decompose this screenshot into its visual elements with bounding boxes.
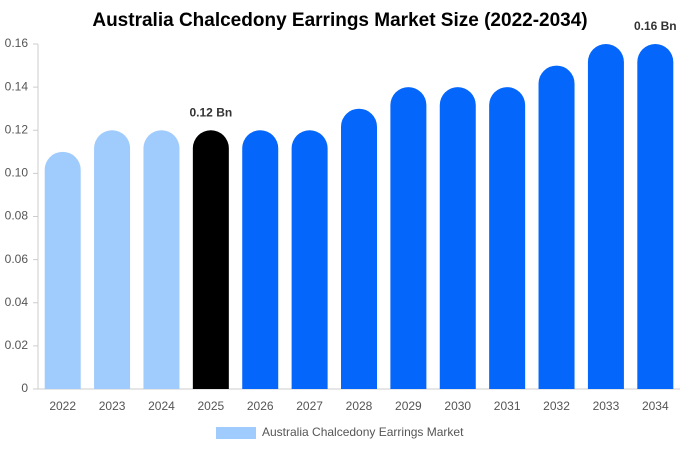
x-tick-label: 2030 <box>444 399 471 413</box>
bar <box>390 87 427 389</box>
bar <box>538 65 575 389</box>
bar <box>94 130 131 390</box>
y-tick-label: 0.04 <box>5 295 29 309</box>
y-tick-label: 0.16 <box>5 36 29 50</box>
x-tick-label: 2031 <box>494 399 521 413</box>
x-tick-label: 2024 <box>148 399 175 413</box>
bar <box>489 87 526 389</box>
x-tick-label: 2034 <box>642 399 669 413</box>
data-label: 0.12 Bn <box>190 105 233 119</box>
bar <box>439 87 476 389</box>
bar <box>192 130 229 390</box>
x-tick-label: 2032 <box>543 399 570 413</box>
x-tick-label: 2028 <box>346 399 373 413</box>
bar <box>291 130 328 390</box>
bar <box>341 108 377 389</box>
bar <box>143 130 180 390</box>
y-tick-label: 0.08 <box>5 209 29 223</box>
x-tick-label: 2026 <box>247 399 274 413</box>
chart-title: Australia Chalcedony Earrings Market Siz… <box>92 10 587 31</box>
x-tick-label: 2027 <box>296 399 323 413</box>
y-tick-label: 0.06 <box>5 252 29 266</box>
x-tick-label: 2022 <box>49 399 76 413</box>
bar <box>637 44 674 389</box>
y-tick-label: 0.12 <box>5 122 29 136</box>
x-tick-label: 2033 <box>593 399 620 413</box>
y-tick-label: 0.14 <box>5 79 29 93</box>
x-tick-label: 2023 <box>99 399 126 413</box>
x-tick-label: 2029 <box>395 399 422 413</box>
y-tick-label: 0.02 <box>5 338 29 352</box>
legend-swatch <box>216 427 256 439</box>
bar <box>587 44 624 389</box>
bar <box>242 130 279 390</box>
legend-label: Australia Chalcedony Earrings Market <box>262 425 464 439</box>
data-label: 0.16 Bn <box>634 19 677 33</box>
x-tick-label: 2025 <box>197 399 224 413</box>
y-tick-label: 0.10 <box>5 166 29 180</box>
y-tick-label: 0 <box>21 381 28 395</box>
bar <box>44 151 81 389</box>
